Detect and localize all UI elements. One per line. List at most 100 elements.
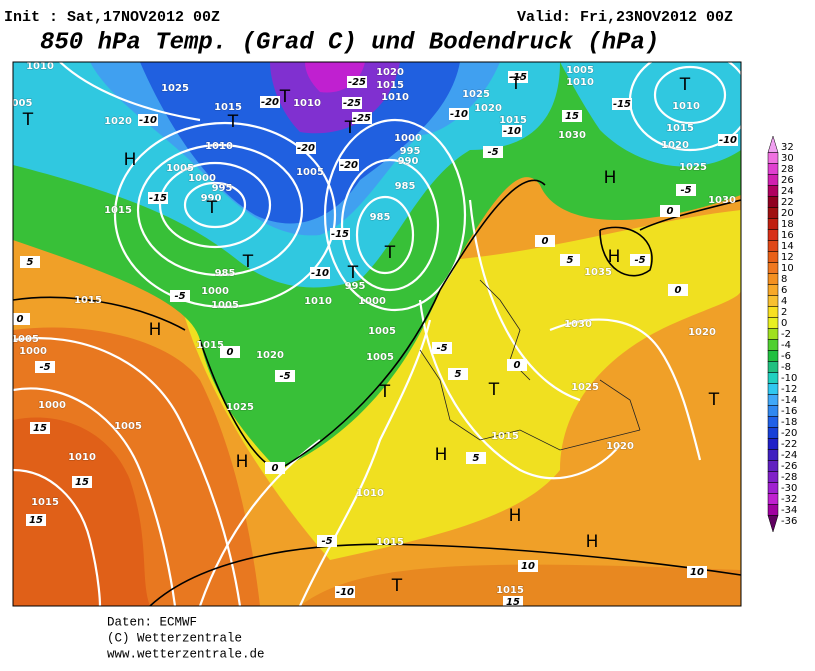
isobar-label: 1015 [376,537,404,548]
isobar-label: 1030 [558,130,586,141]
isobar-label: 1010 [293,98,321,109]
label-box [483,146,503,158]
colorbar-cell [767,471,779,483]
temperature-label: 5 [27,257,34,268]
isobar-label: 1005 [566,65,594,76]
isobar-label: 995 [400,146,421,157]
label-box [448,368,468,380]
temperature-label: -10 [719,135,737,146]
valid-time: Valid: Fri,23NOV2012 00Z [517,9,733,26]
isobar-label: 1005 [296,167,324,178]
colorbar-cell [767,240,779,252]
colorbar-label: 4 [781,296,787,307]
label-box [170,290,190,302]
colorbar-label: 10 [781,263,794,274]
isobar-label: 1025 [161,83,189,94]
isobar-label: 1015 [214,102,242,113]
colorbar-label: -4 [781,340,791,351]
isobar-label: 1010 [566,77,594,88]
isobar-label: 1015 [666,123,694,134]
pressure-center: T [22,110,34,130]
isobar-label: 1015 [499,115,527,126]
footer-line: (C) Wetterzentrale [107,631,242,645]
colorbar-cell [767,372,779,384]
colorbar-label: -30 [781,483,797,494]
colorbar-label: -10 [781,373,797,384]
colorbar-label: 32 [781,142,794,153]
title: 850 hPa Temp. (Grad C) und Bodendruck (h… [40,29,659,56]
temperature-label: 10 [521,561,535,572]
isobar-label: 1005 [11,334,39,345]
temperature-label: 0 [514,360,521,371]
isobar-label: 995 [212,183,233,194]
colorbar-label: 30 [781,153,794,164]
label-box [317,535,337,547]
temperature-label: 0 [675,285,682,296]
isobar-label: 995 [345,281,366,292]
isobar-label: 1015 [491,431,519,442]
temperature-label: -10 [336,587,354,598]
colorbar-cell [767,383,779,395]
isobar-label: 1025 [679,162,707,173]
isobar-label: 985 [370,212,391,223]
temperature-label: 15 [506,597,520,608]
pressure-center: T [227,112,239,132]
temperature-label: -25 [343,98,361,109]
colorbar-cell [767,493,779,505]
pressure-center: T [384,243,396,263]
label-box [339,159,359,171]
colorbar-cell [767,328,779,340]
isobar-label: 1015 [31,497,59,508]
temperature-label: -20 [297,143,315,154]
colorbar-cell [767,416,779,428]
colorbar-label: 14 [781,241,794,252]
pressure-center: T [347,263,359,283]
colorbar-label: -20 [781,428,797,439]
isobar-label: 1000 [394,133,422,144]
colorbar-cell [767,185,779,197]
pressure-center: H [149,320,162,340]
colorbar: 32302826242220181614121086420-2-4-6-8-10… [767,135,797,533]
isobar-label: 1010 [205,141,233,152]
pressure-center: T [379,382,391,402]
temperature-label: -5 [436,343,447,354]
temperature-label: 0 [227,347,234,358]
label-box [449,108,469,120]
pressure-center: T [679,75,691,95]
isobar-label: 1000 [201,286,229,297]
colorbar-cell [767,361,779,373]
label-box [148,192,168,204]
isobar-label: 985 [215,268,236,279]
label-box [612,98,632,110]
isobar-label: 1015 [496,585,524,596]
label-box [630,254,650,266]
label-box [13,313,30,325]
colorbar-label: -12 [781,384,797,395]
label-box [138,114,158,126]
colorbar-cell [767,163,779,175]
temperature-label: -5 [39,362,50,373]
isobar-label: 1000 [358,296,386,307]
isobar-label: 1020 [688,327,716,338]
label-box [275,370,295,382]
isobar-label: 1010 [26,61,54,72]
init-time: Init : Sat,17NOV2012 00Z [4,9,220,26]
colorbar-label: -26 [781,461,797,472]
colorbar-label: -2 [781,329,791,340]
colorbar-label: 22 [781,197,794,208]
isobar-label: 1020 [474,103,502,114]
label-box [560,254,580,266]
isobar-label: 1025 [462,89,490,100]
temperature-label: 0 [272,463,279,474]
temperature-label: -5 [680,185,691,196]
isobar-label: 990 [201,193,222,204]
colorbar-cell [767,405,779,417]
temperature-label: -5 [634,255,645,266]
isobar-label: 1025 [571,382,599,393]
pressure-center: H [435,445,448,465]
temperature-label: 15 [565,111,579,122]
pressure-center: H [124,150,137,170]
label-box [535,235,555,247]
colorbar-cell [767,449,779,461]
label-box [265,462,285,474]
